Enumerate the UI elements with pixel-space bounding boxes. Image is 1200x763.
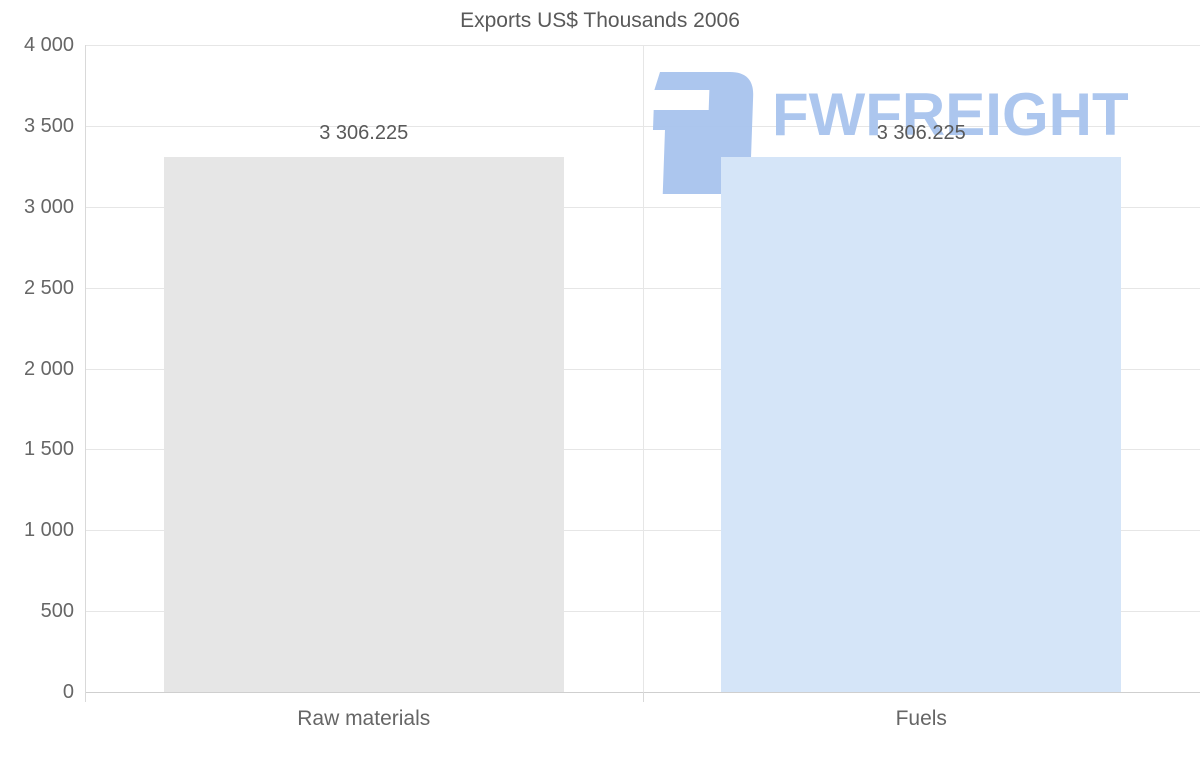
bar-raw-materials[interactable] [163,157,564,692]
y-gridline [85,126,1200,127]
y-gridline [85,692,1200,693]
y-gridline [85,611,1200,612]
y-gridline [85,45,1200,46]
y-axis-tick-label: 500 [40,600,74,622]
y-gridline [85,449,1200,450]
x-axis-tick [643,692,644,702]
y-axis-tick-label: 2 000 [23,358,74,380]
bar-value-label: 3 306.225 [319,122,409,145]
chart-title: Exports US$ Thousands 2006 [460,9,740,32]
watermark-brand-text: FWFREIGHT [772,81,1129,148]
bar-value-label: 3 306.225 [876,122,966,145]
bar-fuels[interactable] [721,157,1122,692]
y-axis-tick-label: 3 500 [23,115,74,137]
x-axis-category-label: Raw materials [297,707,431,730]
y-gridline [85,207,1200,208]
y-gridline [85,530,1200,531]
y-axis-tick-label: 4 000 [23,34,74,56]
y-gridline [85,369,1200,370]
y-axis-line [85,45,86,692]
y-axis-tick-label: 0 [62,681,74,703]
y-axis-tick-label: 3 000 [23,196,74,218]
x-axis-tick [85,692,86,702]
y-axis-tick-label: 1 000 [23,519,74,541]
y-axis-tick-label: 2 500 [23,277,74,299]
y-gridline [85,288,1200,289]
category-divider-line [643,45,644,692]
x-axis-category-label: Fuels [895,707,947,730]
y-axis-tick-label: 1 500 [23,438,74,460]
